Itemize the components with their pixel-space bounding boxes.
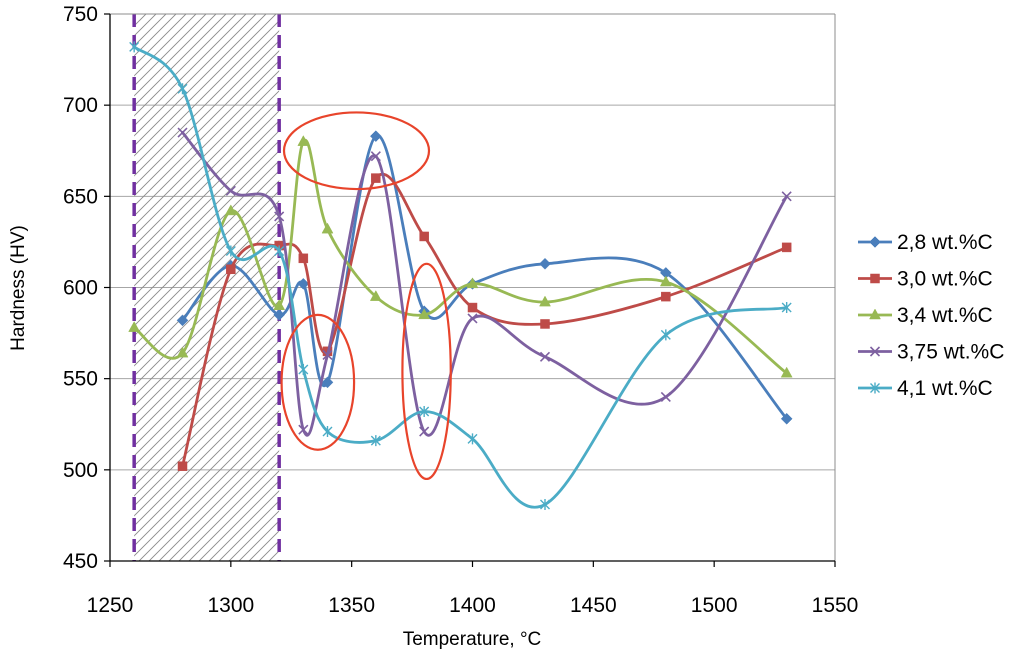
legend-item-3: 3,75 wt.%C: [858, 341, 1004, 364]
legend-label: 2,8 wt.%C: [897, 231, 993, 254]
legend-swatch-marker: [869, 236, 881, 248]
series-3: [177, 127, 792, 437]
data-point-4-6: [370, 435, 381, 447]
data-point-1-3: [298, 253, 309, 264]
data-point-3-4: [322, 349, 333, 361]
data-point-2-3: [273, 299, 286, 310]
data-point-3-10: [781, 191, 792, 202]
data-point-0-5: [369, 130, 382, 143]
data-point-2-6: [369, 290, 382, 301]
x-tick-label: 1500: [691, 594, 738, 617]
data-point-1-0: [177, 461, 188, 471]
series-line-1: [181, 173, 789, 468]
x-tick-label: 1350: [328, 594, 375, 617]
data-point-4-3: [274, 245, 285, 257]
data-point-3-8: [539, 351, 551, 362]
legend-label: 3,75 wt.%C: [897, 341, 1004, 364]
highlight-ellipse-1: [280, 313, 356, 451]
data-point-0-2: [273, 308, 286, 321]
x-tick-label: 1450: [570, 594, 617, 617]
data-point-2-0: [128, 321, 141, 332]
data-point-3-3: [298, 424, 309, 435]
data-point-2-7: [418, 308, 431, 320]
y-axis-title: Hardness (HV): [8, 225, 29, 351]
x-tick-label: 1300: [207, 594, 254, 617]
data-point-2-11: [780, 366, 793, 378]
data-point-3-5: [370, 151, 381, 162]
data-point-0-3: [297, 277, 310, 290]
data-point-4-8: [467, 433, 478, 445]
y-tick-label: 750: [63, 3, 98, 26]
legend-swatch-marker: [870, 273, 880, 284]
data-point-3-2: [274, 211, 285, 222]
data-point-1-6: [419, 231, 429, 242]
data-point-1-10: [781, 242, 792, 253]
data-point-3-0: [177, 127, 188, 138]
data-point-2-5: [321, 222, 334, 234]
data-point-1-1: [226, 264, 236, 275]
highlight-ellipse-0: [282, 111, 431, 191]
series-line-4: [132, 45, 789, 509]
series-lines: [128, 41, 793, 510]
data-point-2-1: [176, 346, 189, 358]
data-point-4-0: [129, 41, 140, 53]
y-tick-label: 600: [63, 277, 98, 300]
data-point-4-4: [298, 364, 309, 376]
legend-label: 4,1 wt.%C: [897, 377, 993, 400]
data-point-1-9: [661, 291, 671, 302]
data-point-2-8: [466, 277, 479, 289]
x-tick-label: 1550: [812, 594, 859, 617]
data-point-2-2: [224, 204, 237, 216]
data-point-3-9: [660, 391, 671, 402]
y-tick-label: 500: [63, 459, 98, 482]
data-point-4-2: [225, 245, 236, 257]
data-point-4-1: [177, 83, 188, 95]
data-point-1-5: [371, 173, 381, 183]
legend-item-2: 3,4 wt.%C: [858, 304, 993, 327]
legend-label: 3,0 wt.%C: [897, 268, 993, 291]
data-point-1-7: [467, 302, 478, 313]
data-point-0-0: [176, 314, 189, 327]
data-point-3-6: [419, 426, 430, 437]
y-tick-label: 650: [63, 185, 98, 208]
data-point-2-9: [539, 295, 551, 307]
data-point-4-10: [660, 329, 671, 341]
highlight-ellipse-2: [401, 262, 452, 481]
data-point-4-5: [322, 426, 333, 438]
data-point-1-8: [540, 319, 550, 329]
data-point-4-7: [419, 405, 430, 417]
legend-item-4: 4,1 wt.%C: [858, 377, 993, 400]
tick-labels: 450 500 550 600 650 700 750 1250 1300 1350 1400 145…: [63, 3, 858, 617]
series-4: [129, 41, 792, 510]
x-tick-label: 1250: [87, 594, 134, 617]
y-tick-label: 450: [63, 550, 98, 573]
legend-swatch-marker: [870, 382, 880, 394]
y-tick-label: 700: [63, 94, 98, 117]
legend-item-0: 2,8 wt.%C: [858, 231, 993, 254]
data-point-4-9: [540, 498, 550, 510]
series-2: [128, 135, 793, 378]
data-point-3-7: [467, 313, 478, 324]
legend-label: 3,4 wt.%C: [897, 304, 993, 327]
data-point-0-10: [780, 412, 793, 425]
legend: 2,8 wt.%C 3,0 wt.%C 3,4 wt.%C 3,75 wt.%C 4,1…: [858, 231, 1004, 400]
data-point-2-4: [297, 135, 310, 146]
data-point-4-11: [781, 302, 792, 314]
x-axis-title: Temperature, °C: [403, 629, 542, 650]
legend-swatch-marker: [869, 346, 881, 357]
data-point-3-1: [225, 185, 236, 196]
series-line-3: [181, 131, 789, 437]
legend-swatch-marker: [869, 308, 881, 320]
y-tick-label: 550: [63, 368, 98, 391]
data-point-0-8: [539, 257, 551, 270]
data-point-2-10: [659, 275, 672, 287]
data-point-0-4: [321, 376, 334, 389]
highlight-ellipses: [280, 111, 452, 481]
x-tick-label: 1400: [449, 594, 496, 617]
legend-item-1: 3,0 wt.%C: [858, 268, 993, 291]
